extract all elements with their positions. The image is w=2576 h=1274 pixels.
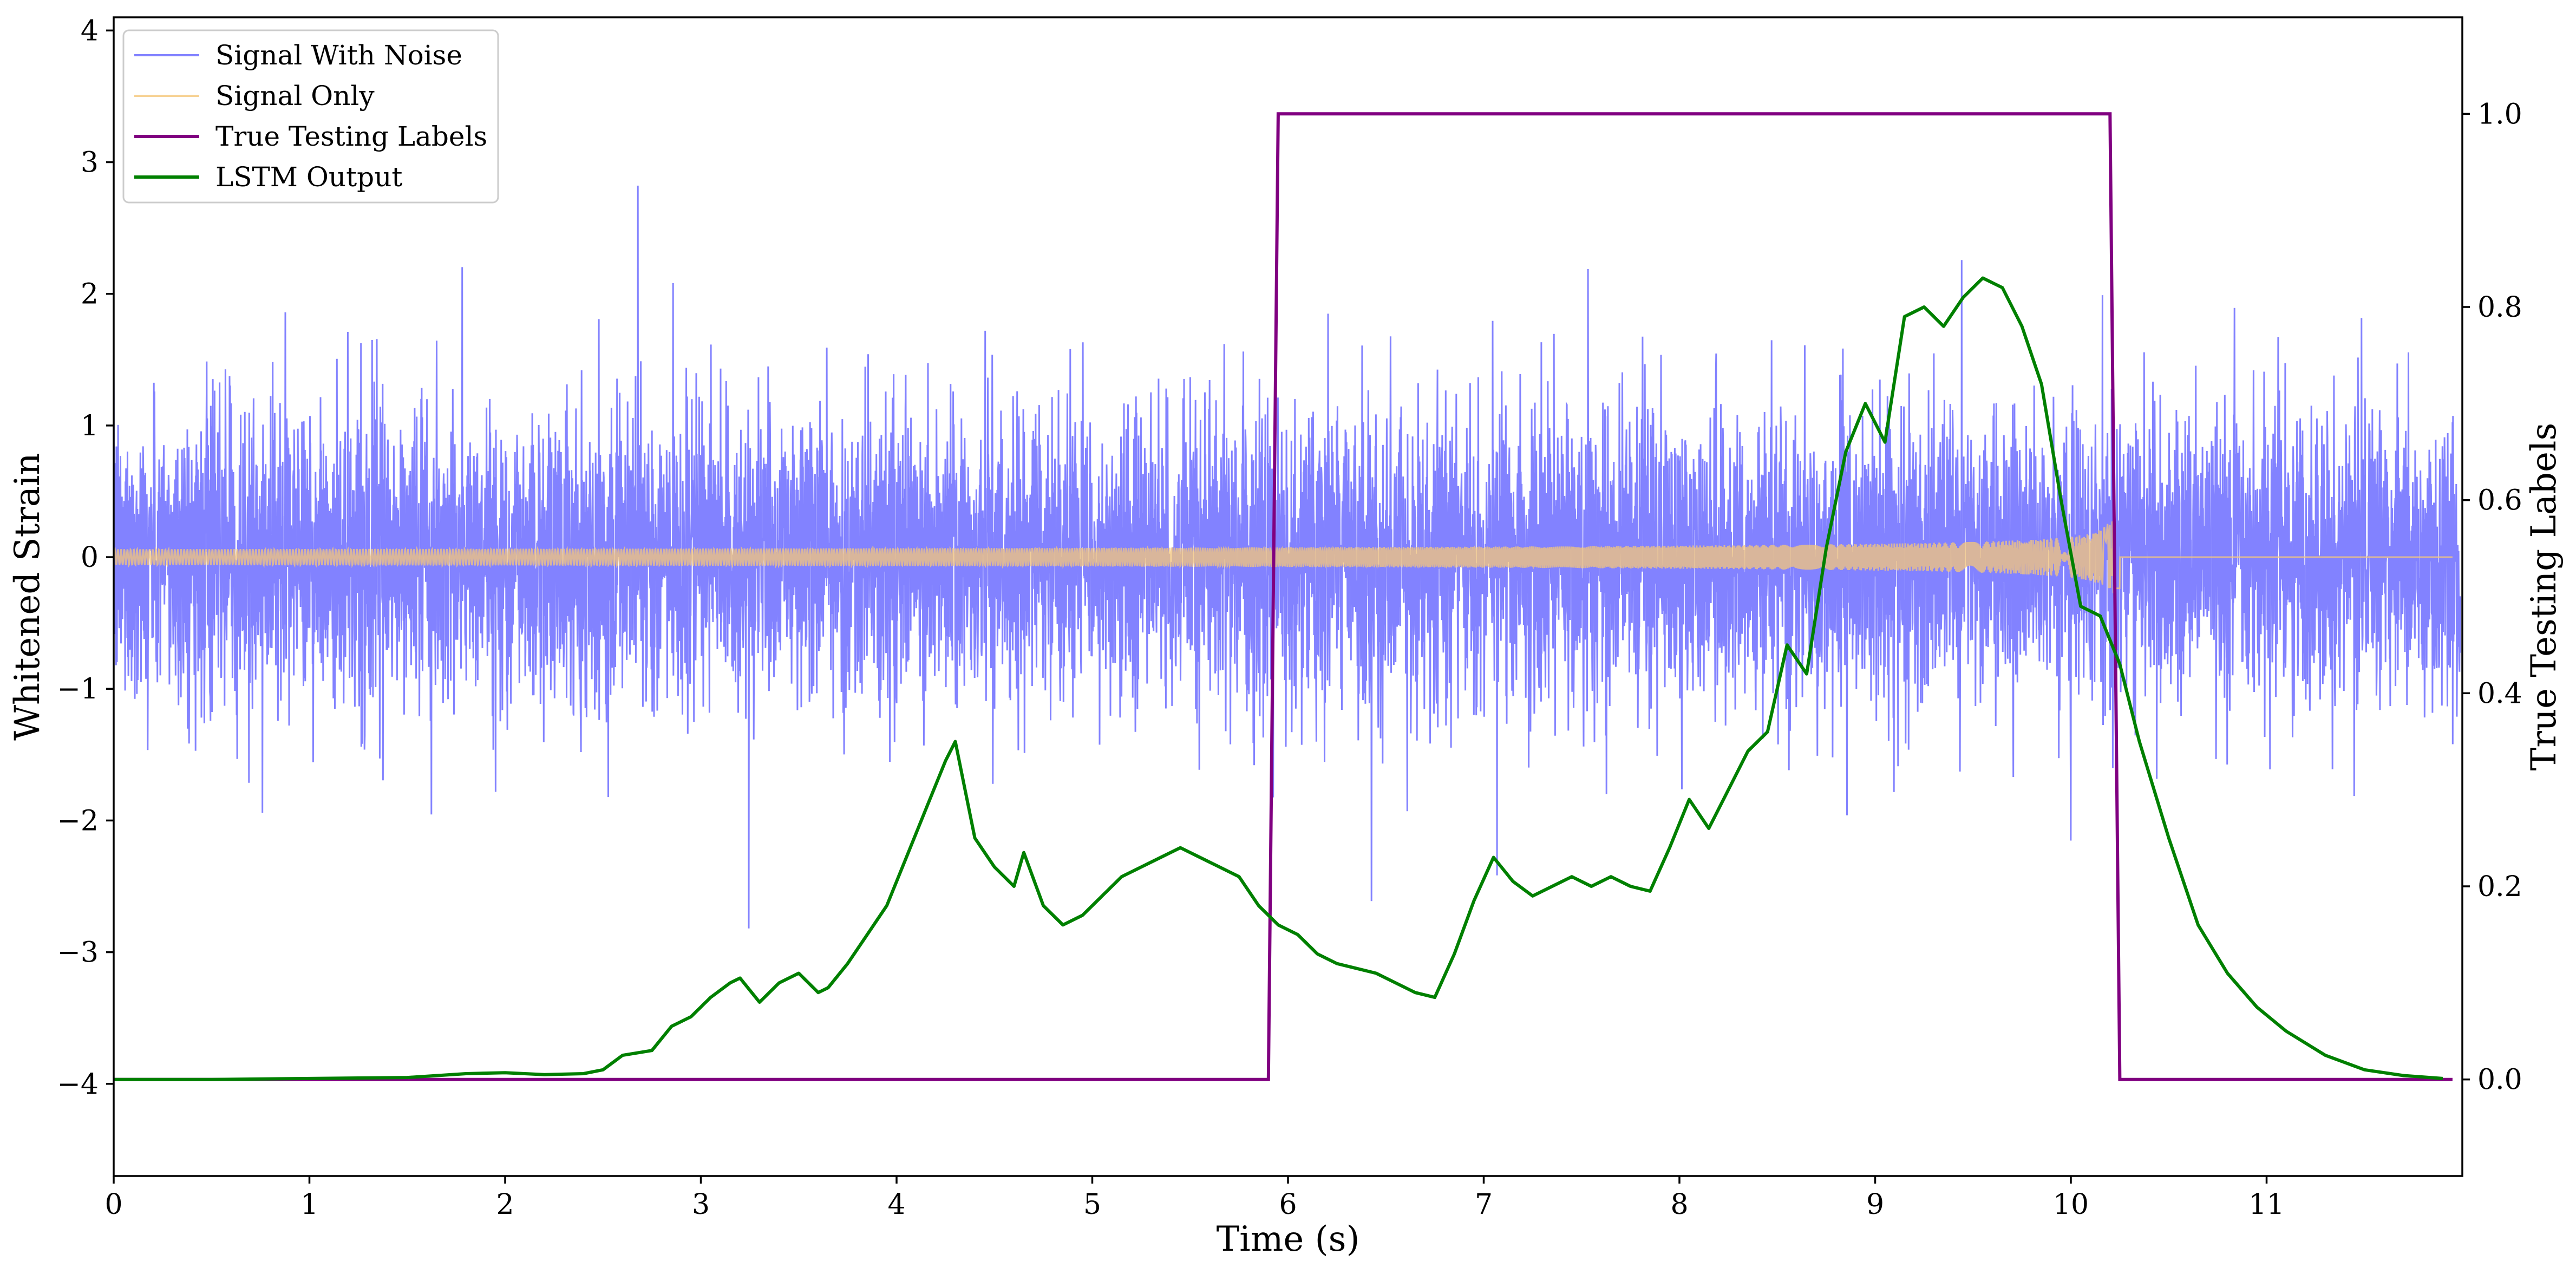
x-tick-label: 11 xyxy=(2248,1188,2284,1221)
x-tick-label: 2 xyxy=(496,1188,514,1221)
y-tick-label: −2 xyxy=(57,805,99,837)
y2-tick-label: 0.2 xyxy=(2477,871,2522,903)
y2-tick-label: 1.0 xyxy=(2477,98,2522,130)
series-signal-only xyxy=(114,520,2453,593)
y-axis-right: 0.0 0.2 0.4 0.6 0.8 1.0 xyxy=(2462,98,2522,1096)
legend-entry-lstm-output-label: LSTM Output xyxy=(215,161,402,193)
x-axis-title: Time (s) xyxy=(1217,1219,1360,1259)
y-tick-label: −3 xyxy=(57,937,99,969)
x-tick-label: 1 xyxy=(300,1188,318,1221)
series-layer xyxy=(114,112,2461,1081)
legend-entry-signal-with-noise-label: Signal With Noise xyxy=(215,40,462,71)
legend-entry-signal-only-label: Signal Only xyxy=(215,80,375,112)
y-axis-left: −4 −3 −2 −1 0 1 2 3 4 xyxy=(57,15,114,1101)
x-tick-label: 4 xyxy=(887,1188,905,1221)
x-tick-label: 3 xyxy=(692,1188,710,1221)
x-tick-label: 6 xyxy=(1279,1188,1297,1221)
series-true-testing-labels xyxy=(114,112,2453,1081)
y-tick-label: 2 xyxy=(81,278,99,311)
legend: Signal With Noise Signal Only True Testing… xyxy=(122,29,499,204)
y2-tick-label: 0.6 xyxy=(2477,485,2522,517)
x-tick-label: 7 xyxy=(1475,1188,1493,1221)
series-lstm-output xyxy=(114,276,2443,1081)
y-tick-label: −1 xyxy=(57,673,99,705)
x-tick-label: 5 xyxy=(1083,1188,1101,1221)
x-tick-label: 10 xyxy=(2053,1188,2089,1221)
y2-tick-label: 0.4 xyxy=(2477,677,2522,710)
x-tick-label: 0 xyxy=(104,1188,122,1221)
y-tick-label: 3 xyxy=(81,147,99,179)
x-tick-label: 8 xyxy=(1670,1188,1688,1221)
y-tick-label: 4 xyxy=(81,15,99,47)
y2-tick-label: 0.8 xyxy=(2477,291,2522,324)
legend-entry-true-testing-labels-label: True Testing Labels xyxy=(215,121,487,152)
y2-tick-label: 0.0 xyxy=(2477,1064,2522,1096)
x-axis: 0 1 2 3 4 5 6 7 8 9 10 11 xyxy=(104,1176,2285,1221)
y2-axis-title: True Testing Labels xyxy=(2524,423,2564,771)
y-tick-label: 0 xyxy=(81,541,99,574)
y-axis-title: Whitened Strain xyxy=(8,453,48,740)
x-tick-label: 9 xyxy=(1866,1188,1884,1221)
y-tick-label: 1 xyxy=(81,410,99,442)
y-tick-label: −4 xyxy=(57,1068,99,1101)
legend-box xyxy=(122,29,499,204)
